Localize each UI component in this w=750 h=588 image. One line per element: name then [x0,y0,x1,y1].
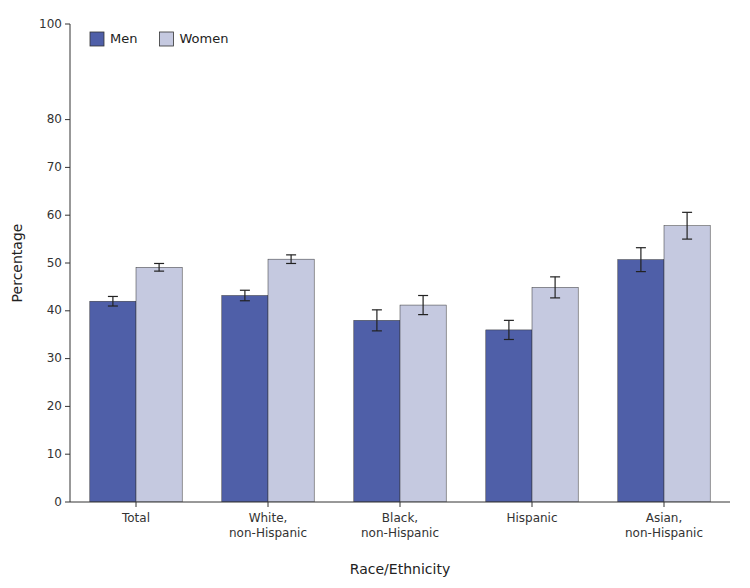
y-tick-label: 30 [47,351,62,365]
error-line [159,263,160,271]
x-tick [400,502,401,507]
error-bar [108,296,118,306]
bar [400,305,446,502]
error-bar [240,290,250,301]
legend: Men Women [90,31,228,47]
x-tick [136,502,137,507]
x-tick [532,502,533,507]
error-cap [108,305,118,306]
y-tick-label: 40 [47,303,62,317]
bar [664,226,710,502]
error-bar [286,255,296,264]
error-bar [418,296,428,315]
error-cap [550,276,560,277]
error-line [508,320,509,339]
x-tick-label-line: non-Hispanic [361,526,439,540]
y-tick [65,406,70,407]
error-line [554,277,555,298]
bar [222,296,268,502]
error-line [686,212,687,239]
y-tick-label: 100 [39,17,62,31]
error-cap [636,271,646,272]
bars [90,212,710,502]
y-tick-label: 70 [47,160,62,174]
error-cap [240,290,250,291]
chart: 01020304050607080100TotalWhite,non-Hispa… [0,0,750,588]
x-tick-label: Hispanic [506,511,557,525]
error-cap [154,271,164,272]
y-tick [65,215,70,216]
legend-swatch [90,32,104,46]
x-tick [664,502,665,507]
error-cap [504,339,514,340]
error-cap [286,263,296,264]
bar [618,260,664,502]
error-bar [372,310,382,331]
error-bar [504,320,514,339]
error-cap [154,263,164,264]
error-cap [108,296,118,297]
legend-label: Men [110,31,137,46]
error-cap [372,309,382,310]
bar [90,301,136,502]
x-tick-label: Asian,non-Hispanic [625,511,703,540]
error-line [112,296,113,306]
error-line [291,255,292,264]
y-tick [65,263,70,264]
x-tick-label-line: Black, [382,511,418,525]
legend-swatch [159,32,173,46]
y-tick-label: 0 [54,495,62,509]
error-bar [682,212,692,239]
error-cap [418,295,428,296]
x-tick-label-line: Hispanic [506,511,557,525]
x-tick-label: White,non-Hispanic [229,511,307,540]
y-axis-label: Percentage [9,224,25,303]
x-tick-label-line: non-Hispanic [625,526,703,540]
bar [486,330,532,502]
x-tick-label-line: Asian, [646,511,683,525]
error-line [423,296,424,315]
error-cap [504,320,514,321]
x-tick-label-line: non-Hispanic [229,526,307,540]
bar [268,259,314,502]
y-tick [65,454,70,455]
y-tick-label: 60 [47,208,62,222]
error-bar [550,277,560,298]
y-tick-label: 80 [47,112,62,126]
error-cap [682,212,692,213]
error-cap [682,239,692,240]
error-cap [418,314,428,315]
error-line [376,310,377,331]
bar [532,287,578,502]
error-cap [240,300,250,301]
y-tick [65,358,70,359]
y-tick-label: 10 [47,447,62,461]
error-cap [636,247,646,248]
y-tick [65,310,70,311]
error-line [640,248,641,272]
x-tick-label: Black,non-Hispanic [361,511,439,540]
error-cap [372,330,382,331]
x-tick-label: Total [121,511,150,525]
x-tick-label-line: Total [121,511,150,525]
y-tick [65,24,70,25]
bar [354,320,400,502]
y-tick [65,119,70,120]
y-tick [65,502,70,503]
error-bar [154,263,164,271]
y-tick-label: 20 [47,399,62,413]
legend-label: Women [179,31,228,46]
x-tick [268,502,269,507]
x-axis-label: Race/Ethnicity [350,561,450,577]
error-cap [286,254,296,255]
bar [136,267,182,502]
x-tick-label-line: White, [249,511,288,525]
error-bar [636,248,646,272]
error-cap [550,297,560,298]
y-tick-label: 50 [47,256,62,270]
error-line [244,290,245,301]
y-tick [65,167,70,168]
